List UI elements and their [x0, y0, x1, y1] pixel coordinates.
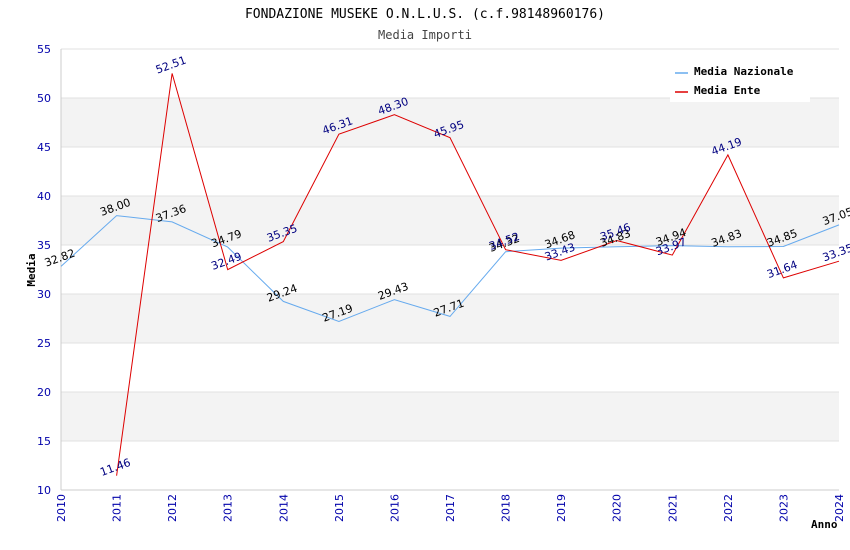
y-tick-label: 10	[37, 484, 51, 497]
legend-label-media-ente: Media Ente	[694, 84, 761, 97]
x-tick-label: 2016	[388, 494, 401, 522]
legend-box	[670, 60, 810, 102]
y-tick-label: 45	[37, 141, 51, 154]
x-tick-label: 2012	[166, 494, 179, 522]
y-axis-label: Media	[25, 253, 38, 286]
series-line-media-nazionale	[60, 215, 840, 323]
x-tick-label: 2022	[722, 494, 735, 522]
x-tick-label: 2020	[611, 494, 624, 522]
x-tick-label: 2017	[444, 494, 457, 522]
x-tick-label: 2023	[777, 494, 790, 522]
x-tick-label: 2011	[111, 494, 124, 522]
data-label: 52.51	[154, 54, 188, 77]
y-tick-label: 35	[37, 239, 51, 252]
series-line-media-ente	[116, 73, 840, 476]
y-tick-label: 40	[37, 190, 51, 203]
x-tick-label: 2024	[833, 494, 846, 522]
y-tick-label: 15	[37, 435, 51, 448]
legend-label-media-nazionale: Media Nazionale	[694, 65, 794, 78]
x-tick-label: 2019	[555, 494, 568, 522]
grid-band	[61, 294, 839, 343]
y-tick-label: 55	[37, 43, 51, 56]
y-tick-label: 30	[37, 288, 51, 301]
y-tick-labels: 10 15 20 25 30 35 40 45 50 55	[37, 43, 51, 497]
x-tick-label: 2021	[666, 494, 679, 522]
data-label: 11.46	[98, 456, 132, 479]
grid-band	[61, 196, 839, 245]
x-tick-labels: 2010 2011 2012 2013 2014 2015 2016 2017 2018 2019…	[55, 494, 846, 522]
legend: Media Nazionale Media Ente	[670, 60, 810, 102]
chart-title: FONDAZIONE MUSEKE O.N.L.U.S. (c.f.981489…	[245, 7, 605, 22]
data-label: 32.49	[209, 250, 243, 273]
x-tick-label: 2013	[222, 494, 235, 522]
x-tick-label: 2010	[55, 494, 68, 522]
x-tick-label: 2015	[333, 494, 346, 522]
x-tick-label: 2018	[500, 494, 513, 522]
y-tick-label: 25	[37, 337, 51, 350]
x-axis-label: Anno	[811, 518, 838, 531]
series-lines	[60, 73, 840, 476]
grid-band	[61, 392, 839, 441]
y-tick-label: 50	[37, 92, 51, 105]
y-tick-label: 20	[37, 386, 51, 399]
data-label: 31.64	[765, 258, 799, 281]
x-tick-label: 2014	[277, 494, 290, 522]
chart-subtitle: Media Importi	[378, 28, 472, 42]
